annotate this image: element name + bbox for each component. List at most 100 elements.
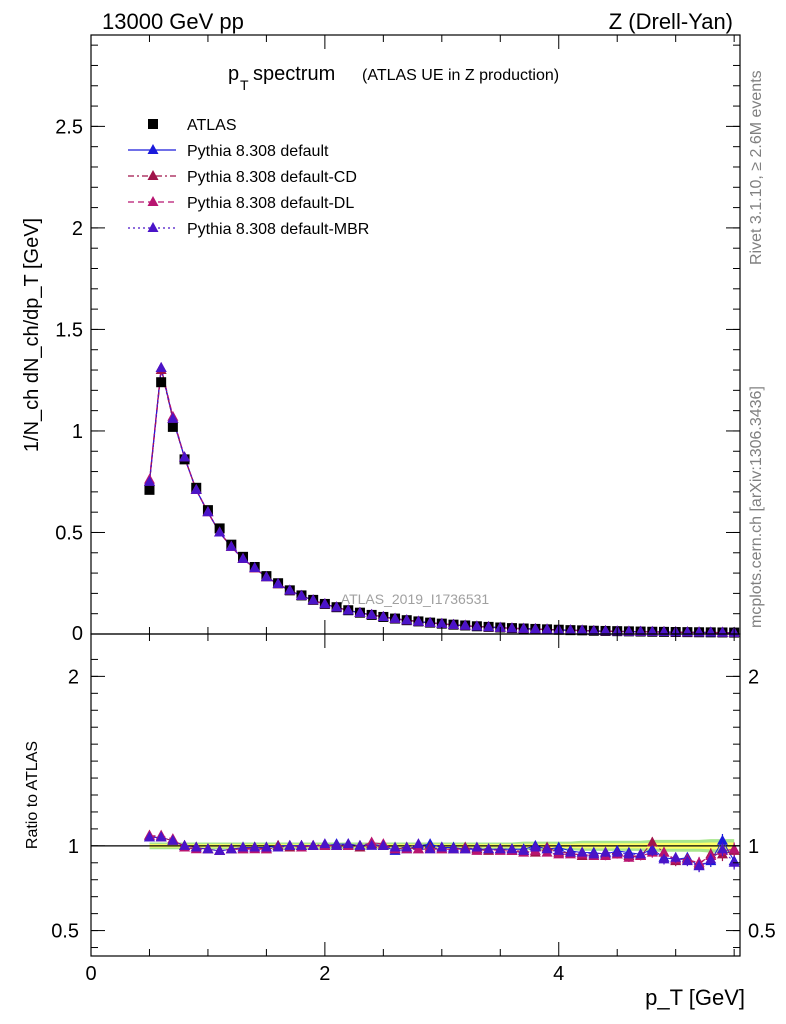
energy-label: 13000 GeV pp — [102, 9, 244, 34]
main-ytick-label: 1.5 — [55, 319, 83, 341]
ratio-xtick-label: 4 — [553, 963, 564, 985]
mc-point-4 — [506, 622, 518, 633]
ratio-ytick-label-right: 1 — [748, 836, 759, 858]
ratio-point-3 — [179, 839, 191, 850]
ratio-ytick-label: 2 — [68, 666, 79, 688]
ratio-point-3 — [529, 841, 541, 852]
ratio-xtick-label: 2 — [319, 963, 330, 985]
mc-point-4 — [576, 624, 588, 635]
ratio-point-3 — [155, 831, 167, 842]
mc-point-4 — [448, 618, 460, 629]
ratio-point-3 — [483, 843, 495, 854]
mc-point-4 — [167, 412, 179, 423]
ratio-ytick-label: 0.5 — [51, 921, 79, 943]
legend-marker — [147, 144, 159, 154]
main-ytick-label: 2 — [72, 218, 83, 240]
ratio-frame — [90, 633, 741, 957]
ratio-point-3 — [646, 844, 658, 855]
ratio-point-3 — [237, 841, 249, 852]
legend-entry: Pythia 8.308 default — [187, 143, 329, 160]
main-title: p T spectrum (ATLAS UE in Z production) — [228, 63, 559, 93]
mc-point-4 — [155, 362, 167, 373]
ratio-point-3 — [424, 843, 436, 854]
main-ytick-label-zero: 0 — [72, 623, 83, 645]
ratio-point-1 — [646, 836, 658, 847]
legend-marker — [147, 170, 159, 180]
ratio-point-3 — [401, 841, 413, 852]
ratio-point-3 — [728, 856, 740, 867]
ratio-point-3 — [436, 841, 448, 852]
mc-point-4 — [377, 610, 389, 621]
ratio-point-3 — [635, 848, 647, 859]
data-point — [144, 484, 155, 495]
ratio-xtick-label: 0 — [85, 963, 96, 985]
title-note: (ATLAS UE in Z production) — [362, 67, 559, 84]
ratio-point-3 — [331, 839, 343, 850]
mc-point-4 — [295, 589, 307, 600]
mc-point-4 — [459, 619, 471, 630]
mc-point-4 — [471, 620, 483, 631]
ratio-point-3 — [494, 843, 506, 854]
mc-point-4 — [214, 526, 226, 537]
ratio-ytick-label-right: 2 — [748, 666, 759, 688]
ratio-point-3 — [670, 851, 682, 862]
ratio-point-3 — [658, 853, 670, 864]
legend-entry: Pythia 8.308 default-DL — [187, 195, 354, 212]
ratio-point-3 — [214, 844, 226, 855]
mc-point-4 — [260, 571, 272, 582]
ratio-point-3 — [260, 841, 272, 852]
mc-point-4 — [588, 624, 600, 635]
ratio-point-3 — [249, 841, 261, 852]
ratio-point-3 — [588, 848, 600, 859]
ratio-point-3 — [225, 843, 237, 854]
legend-marker — [147, 196, 159, 206]
title-sub: T — [240, 77, 249, 93]
mc-point-4 — [143, 475, 155, 486]
ratio-point-3 — [553, 844, 565, 855]
ratio-point-3 — [143, 831, 155, 842]
mc-point-4 — [225, 540, 237, 551]
mc-point-4 — [436, 617, 448, 628]
main-axis-ticks: 0.5 1 1.5 2 2.5 0 — [55, 35, 740, 645]
ratio-point-2 — [658, 846, 670, 857]
mc-point-4 — [529, 623, 541, 634]
ratio-point-3 — [611, 846, 623, 857]
mc-point-4 — [331, 601, 343, 612]
mc-point-4 — [635, 625, 647, 636]
ratio-point-3 — [448, 843, 460, 854]
mc-point-4 — [179, 451, 191, 462]
mc-point-4 — [412, 615, 424, 626]
ratio-point-3 — [693, 860, 705, 871]
legend-entry: Pythia 8.308 default-CD — [187, 169, 357, 186]
process-label: Z (Drell-Yan) — [609, 9, 733, 34]
mc-point-4 — [424, 616, 436, 627]
ratio-point-3 — [202, 843, 214, 854]
mc-point-4 — [307, 594, 319, 605]
mc-point-4 — [366, 608, 378, 619]
data-point — [167, 421, 178, 432]
mc-point-4 — [284, 584, 296, 595]
ratio-ytick-label: 1 — [68, 836, 79, 858]
mc-point-4 — [237, 552, 249, 563]
mc-point-4 — [483, 621, 495, 632]
mc-point-4 — [401, 614, 413, 625]
legend-marker-data — [148, 119, 158, 129]
ratio-point-3 — [459, 843, 471, 854]
ratio-point-2 — [728, 843, 740, 854]
ratio-point-3 — [272, 841, 284, 852]
ratio-point-3 — [412, 838, 424, 849]
ratio-point-3 — [471, 841, 483, 852]
ratio-point-3 — [284, 839, 296, 850]
ratio-point-3 — [681, 855, 693, 866]
mc-point-4 — [541, 623, 553, 634]
ratio-point-3 — [389, 841, 401, 852]
main-ytick-label: 1 — [72, 421, 83, 443]
mc-point-4 — [354, 606, 366, 617]
legend-marker — [147, 222, 159, 232]
main-ylabel: 1/N_ch dN_ch/dp_T [GeV] — [21, 218, 43, 452]
main-ylabel-text: 1/N_ch dN_ch/dp_T [GeV] — [21, 218, 43, 452]
mc-point-4 — [646, 625, 658, 636]
ratio-point-3 — [716, 843, 728, 854]
ratio-point-3 — [307, 839, 319, 850]
